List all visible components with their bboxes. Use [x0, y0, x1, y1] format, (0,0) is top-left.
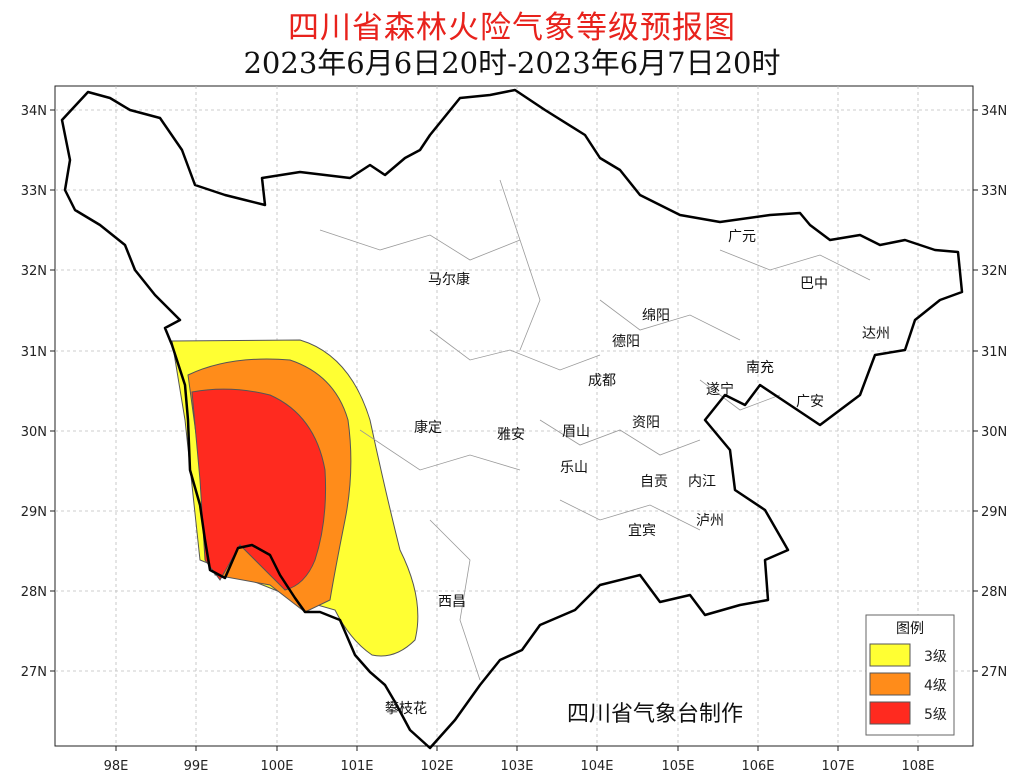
city-label: 攀枝花 — [385, 701, 427, 717]
county-boundaries — [319, 179, 871, 681]
legend-label: 5级 — [924, 707, 947, 723]
lat-tick-label-right: 34N — [981, 104, 1007, 119]
legend-label: 4级 — [924, 678, 947, 694]
city-label: 成都 — [588, 373, 616, 389]
lat-tick-label-left: 30N — [21, 425, 47, 440]
tick-marks — [50, 109, 978, 751]
lat-tick-label-left: 33N — [21, 184, 47, 199]
lat-tick-label-right: 27N — [981, 665, 1007, 680]
city-label: 遂宁 — [706, 381, 734, 398]
city-label: 乐山 — [560, 460, 588, 476]
lat-tick-label-right: 33N — [981, 184, 1007, 199]
lon-tick-label: 103E — [500, 759, 533, 774]
lat-tick-label-left: 31N — [21, 345, 47, 360]
lat-tick-label-right: 32N — [981, 264, 1007, 279]
legend-title: 图例 — [896, 621, 924, 637]
city-label: 宜宾 — [628, 523, 656, 539]
city-label: 广元 — [728, 229, 756, 245]
lat-tick-label-left: 29N — [21, 505, 47, 520]
lon-tick-label: 101E — [340, 759, 373, 774]
lon-tick-label: 107E — [821, 759, 854, 774]
city-label: 内江 — [688, 474, 716, 490]
map-title: 四川省森林火险气象等级预报图 — [288, 10, 736, 46]
city-label: 雅安 — [497, 427, 525, 443]
city-label: 广安 — [796, 394, 824, 410]
lon-tick-label: 106E — [741, 759, 774, 774]
risk-zone-level-5 — [191, 388, 327, 591]
lat-tick-label-left: 34N — [21, 104, 47, 119]
lat-tick-label-right: 31N — [981, 345, 1007, 360]
province-boundary — [60, 88, 964, 750]
legend-swatch-level-5 — [869, 701, 911, 725]
map-subtitle: 2023年6月6日20时-2023年6月7日20时 — [243, 46, 781, 80]
city-label: 自贡 — [640, 474, 668, 490]
lon-tick-label: 98E — [104, 759, 129, 774]
city-label: 绵阳 — [642, 307, 670, 324]
city-label: 南充 — [746, 360, 774, 376]
lat-tick-label-left: 28N — [21, 585, 47, 600]
lon-tick-label: 99E — [184, 759, 209, 774]
city-label: 巴中 — [800, 276, 828, 292]
legend-swatch-level-3 — [869, 643, 911, 667]
city-label: 资阳 — [632, 415, 660, 431]
city-label: 达州 — [862, 326, 890, 342]
city-label: 康定 — [414, 419, 442, 436]
city-label: 眉山 — [562, 424, 590, 440]
lat-tick-label-right: 30N — [981, 425, 1007, 440]
credit-text: 四川省气象台制作 — [567, 702, 743, 727]
city-label: 马尔康 — [428, 271, 470, 288]
lon-tick-label: 105E — [661, 759, 694, 774]
legend: 图例 3级 4级 5级 — [865, 614, 955, 736]
legend-label: 3级 — [924, 649, 947, 665]
lon-tick-label: 104E — [580, 759, 613, 774]
lat-tick-label-left: 32N — [21, 264, 47, 279]
lat-tick-label-right: 28N — [981, 585, 1007, 600]
lon-tick-label: 100E — [260, 759, 293, 774]
lon-tick-label: 108E — [901, 759, 934, 774]
lon-tick-label: 102E — [420, 759, 453, 774]
lat-tick-label-right: 29N — [981, 505, 1007, 520]
city-label: 西昌 — [438, 594, 466, 610]
city-label: 泸州 — [696, 513, 724, 529]
city-label: 德阳 — [612, 334, 640, 350]
lat-tick-label-left: 27N — [21, 665, 47, 680]
legend-swatch-level-4 — [869, 672, 911, 696]
